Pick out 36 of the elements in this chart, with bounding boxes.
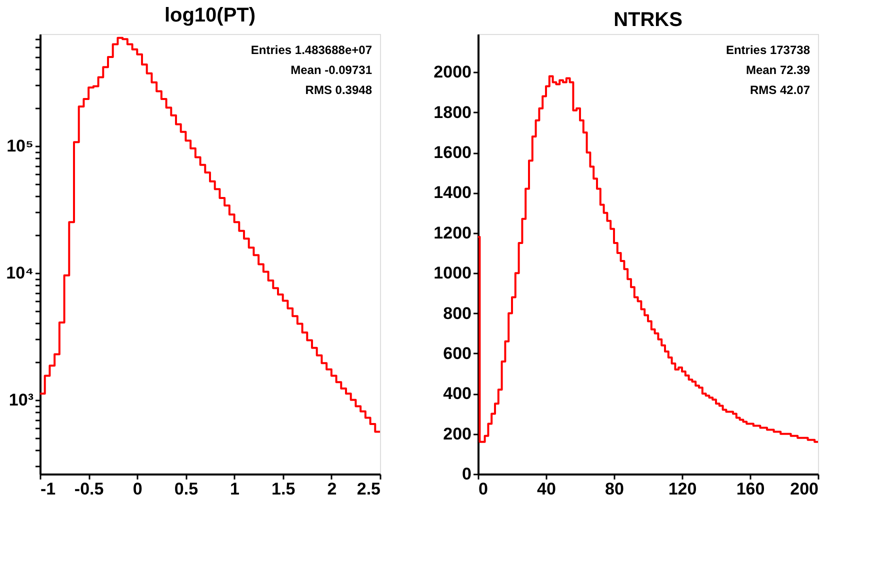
y-tick-label: 200 [443, 424, 472, 444]
y-tick-label: 10⁴ [6, 263, 34, 282]
y-tick-label: 10⁵ [6, 136, 34, 156]
x-tick-label: 40 [537, 480, 556, 498]
annotation: RMS 0.3948 [305, 83, 372, 97]
x-tick-label: -0.5 [74, 480, 104, 498]
annotation: Entries 173738 [726, 43, 810, 57]
y-tick-label: 800 [443, 304, 472, 323]
x-tick-label: 160 [736, 480, 765, 498]
y-tick-label: 1200 [434, 223, 472, 242]
chart-title: log10(PT) [164, 4, 256, 27]
x-tick-label: 1.5 [272, 480, 296, 498]
x-tick-label: 200 [790, 480, 818, 498]
y-tick-label: 1000 [434, 264, 472, 283]
annotation: Mean 72.39 [746, 63, 810, 77]
annotation: Mean -0.09731 [290, 63, 372, 77]
x-tick-label: 0 [132, 480, 142, 498]
x-tick-label: 0.5 [174, 480, 198, 498]
x-tick-label: 80 [605, 480, 624, 498]
x-tick-label: 2 [327, 480, 337, 498]
y-tick-label: 10³ [8, 390, 34, 410]
y-tick-label: 1600 [434, 143, 472, 162]
y-tick-label: 0 [462, 464, 472, 484]
y-tick-label: 2000 [434, 62, 472, 82]
y-tick-label: 1400 [434, 183, 472, 202]
x-tick-label: 0 [478, 480, 488, 498]
y-tick-label: 400 [443, 384, 472, 404]
x-tick-label: 120 [668, 480, 697, 498]
y-tick-label: 600 [443, 344, 472, 363]
x-tick-label: -1 [40, 480, 56, 498]
chart-title: NTRKS [614, 9, 682, 31]
y-tick-label: 1800 [434, 102, 472, 122]
annotation: Entries 1.483688e+07 [250, 43, 372, 57]
annotation: RMS 42.07 [750, 83, 810, 97]
x-tick-label: 2.5 [356, 480, 380, 498]
x-tick-label: 1 [230, 480, 240, 498]
